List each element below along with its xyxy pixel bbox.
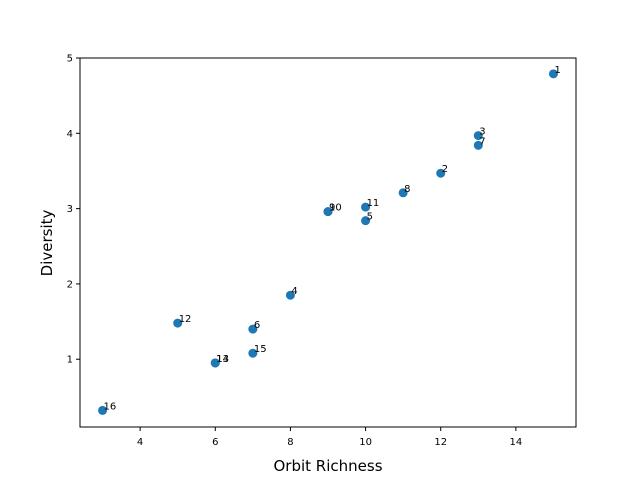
plot-frame bbox=[79, 57, 577, 428]
point-label-11: 11 bbox=[367, 198, 380, 209]
x-tick-label: 12 bbox=[434, 437, 447, 448]
point-label-2: 2 bbox=[442, 164, 448, 175]
data-point-7 bbox=[473, 140, 483, 150]
x-axis: 4 6 8 10 12 14 bbox=[137, 427, 522, 448]
point-label-7: 7 bbox=[479, 136, 485, 147]
data-point-1 bbox=[548, 69, 558, 79]
x-tick-label: 4 bbox=[137, 437, 143, 448]
data-point-12 bbox=[173, 318, 183, 328]
y-tick-label: 4 bbox=[67, 129, 73, 140]
point-label-13: 13 bbox=[216, 354, 229, 365]
data-point-8 bbox=[398, 188, 408, 198]
data-point-15 bbox=[248, 348, 258, 358]
point-label-9: 9 bbox=[329, 203, 335, 214]
point-label-16: 16 bbox=[104, 401, 117, 412]
x-tick-label: 6 bbox=[212, 437, 218, 448]
point-label-10: 10 bbox=[329, 203, 342, 214]
point-label-1: 1 bbox=[554, 65, 560, 76]
point-label-6: 6 bbox=[254, 320, 260, 331]
data-point-16 bbox=[98, 405, 108, 415]
y-tick-label: 5 bbox=[67, 54, 73, 65]
data-point-6 bbox=[248, 324, 258, 334]
data-point-3 bbox=[473, 131, 483, 141]
point-label-4: 4 bbox=[291, 286, 297, 297]
y-tick-label: 2 bbox=[67, 279, 73, 290]
x-tick-label: 14 bbox=[510, 437, 523, 448]
data-point-10 bbox=[323, 207, 333, 217]
y-tick-label: 3 bbox=[67, 204, 73, 215]
data-point-2 bbox=[436, 168, 446, 178]
x-axis-title: Orbit Richness bbox=[273, 457, 382, 475]
point-label-8: 8 bbox=[404, 184, 410, 195]
y-tick-label: 1 bbox=[67, 355, 73, 366]
point-label-5: 5 bbox=[367, 212, 373, 223]
data-point-4 bbox=[285, 290, 295, 300]
x-tick-label: 8 bbox=[287, 437, 293, 448]
point-label-15: 15 bbox=[254, 344, 267, 355]
data-point-14 bbox=[210, 358, 220, 368]
point-label-3: 3 bbox=[479, 127, 485, 138]
data-point-11 bbox=[361, 202, 371, 212]
x-tick-label: 10 bbox=[359, 437, 372, 448]
point-label-14: 14 bbox=[216, 354, 229, 365]
y-axis-title: Diversity bbox=[38, 210, 56, 277]
point-label-12: 12 bbox=[179, 314, 192, 325]
data-point-5 bbox=[361, 216, 371, 226]
y-axis: 1 2 3 4 5 bbox=[67, 54, 80, 366]
